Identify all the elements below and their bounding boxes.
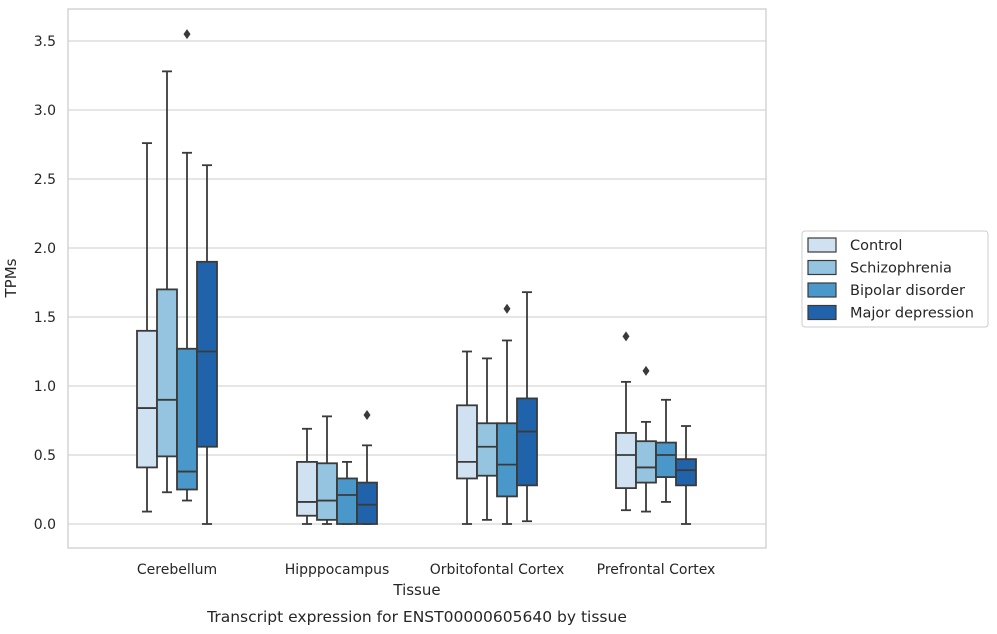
box-schizophrenia	[316, 415, 338, 525]
x-tick-label: Cerebellum	[137, 562, 217, 578]
box-schizophrenia	[476, 357, 498, 521]
box-control	[296, 427, 318, 525]
plot-area-frame	[67, 8, 767, 549]
x-axis-label: Tissue	[392, 581, 440, 599]
box-bipolar-disorder	[496, 303, 518, 525]
box-iqr	[156, 288, 178, 458]
y-tick-label: 1.5	[34, 310, 56, 326]
box-iqr	[136, 329, 158, 469]
box-iqr	[675, 458, 697, 487]
box-schizophrenia	[635, 365, 657, 513]
legend-swatch	[807, 282, 837, 298]
y-tick-label: 1.0	[34, 379, 56, 395]
box-iqr	[655, 441, 677, 478]
box-control	[456, 350, 478, 525]
outlier-marker	[363, 409, 371, 420]
box-major-depression	[516, 291, 538, 523]
box-schizophrenia	[156, 70, 178, 494]
legend-swatch	[807, 237, 837, 253]
y-axis-label: TPMs	[2, 258, 20, 298]
box-iqr	[635, 440, 657, 484]
box-iqr	[496, 422, 518, 498]
legend-frame	[801, 230, 989, 328]
legend-label: Schizophrenia	[850, 261, 952, 277]
box-bipolar-disorder	[655, 398, 677, 503]
chart-caption: Transcript expression for ENST0000060564…	[206, 608, 627, 626]
box-iqr	[336, 477, 358, 525]
box-bipolar-disorder	[336, 460, 358, 525]
legend-swatch	[807, 304, 837, 321]
box-iqr	[176, 347, 198, 491]
x-axis-ticks: Cerebellum Hipppocampus Orbitofontal Corte…	[137, 562, 715, 578]
outlier-marker	[642, 365, 650, 376]
box-iqr	[615, 432, 637, 490]
box-major-depression	[196, 164, 218, 525]
legend-label: Control	[850, 238, 902, 254]
box-iqr	[516, 397, 538, 487]
legend-label: Bipolar disorder	[850, 283, 965, 299]
box-iqr	[356, 481, 378, 525]
y-tick-label: 2.5	[34, 172, 56, 188]
box-major-depression	[356, 409, 378, 525]
legend-swatch	[807, 259, 837, 276]
box-major-depression	[675, 425, 697, 525]
x-tick-label: Orbitofontal Cortex	[430, 562, 565, 578]
x-tick-label: Prefrontal Cortex	[597, 562, 716, 578]
y-tick-label: 0.5	[34, 448, 56, 464]
box-iqr	[316, 462, 338, 521]
box-iqr	[196, 260, 218, 448]
box-control	[615, 331, 637, 512]
box-bipolar-disorder	[176, 29, 198, 502]
box-control	[136, 142, 158, 513]
y-tick-label: 2.0	[34, 241, 56, 257]
box-iqr	[476, 422, 498, 477]
legend-label: Major depression	[850, 306, 974, 322]
box-iqr	[296, 460, 318, 517]
y-axis-ticks: 0.0 0.5 1.0 1.5 2.0 2.5 3.0 3.5	[34, 34, 56, 533]
legend: Control Schizophrenia Bipolar disorder Majo…	[801, 230, 989, 328]
outlier-marker	[622, 331, 630, 342]
box-plot-series	[136, 29, 697, 525]
outlier-marker	[183, 29, 191, 40]
outlier-marker	[503, 303, 511, 314]
y-tick-label: 3.0	[34, 103, 56, 119]
y-tick-label: 0.0	[34, 517, 56, 533]
y-tick-label: 3.5	[34, 34, 56, 50]
x-tick-label: Hipppocampus	[285, 562, 390, 578]
box-iqr	[456, 404, 478, 480]
